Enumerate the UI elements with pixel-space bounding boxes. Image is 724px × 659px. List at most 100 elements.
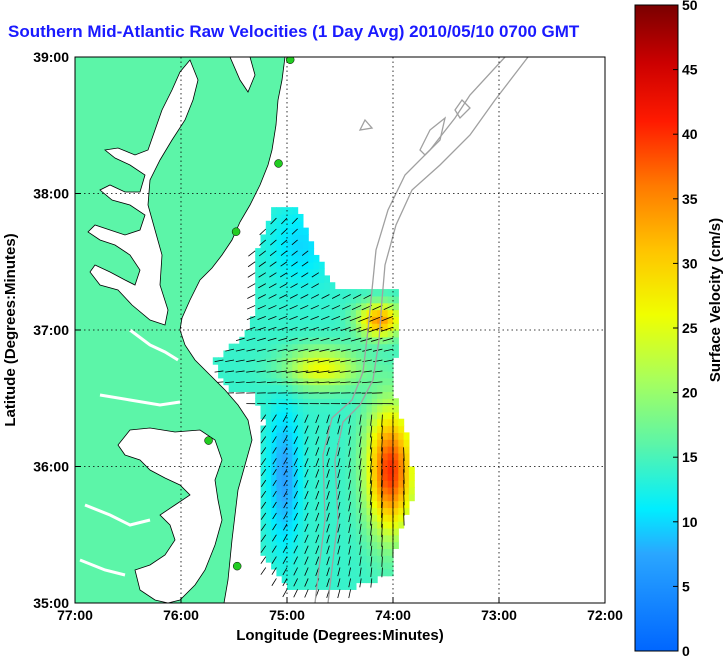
velocity-cell	[340, 486, 346, 495]
velocity-cell	[382, 480, 389, 488]
velocity-cell	[324, 384, 330, 393]
plot-area	[75, 57, 605, 603]
velocity-cell	[345, 418, 352, 427]
velocity-vector	[337, 414, 341, 424]
velocity-cell	[371, 507, 378, 515]
velocity-vector	[269, 272, 277, 278]
velocity-cell	[334, 370, 341, 379]
velocity-vector	[282, 414, 288, 422]
velocity-cell	[260, 268, 267, 276]
velocity-vector	[351, 359, 362, 363]
velocity-cell	[382, 357, 389, 365]
velocity-cell	[249, 336, 256, 345]
velocity-cell	[313, 405, 320, 413]
velocity-vector	[372, 305, 383, 311]
velocity-cell	[345, 480, 352, 488]
velocity-cell	[324, 275, 330, 283]
velocity-cell	[355, 514, 362, 522]
velocity-cell	[271, 254, 277, 263]
velocity-cell	[255, 377, 262, 386]
velocity-cell	[366, 548, 373, 556]
velocity-cell	[387, 486, 394, 495]
velocity-cell	[297, 534, 304, 543]
velocity-vector	[304, 589, 309, 598]
velocity-cell	[371, 370, 378, 379]
velocity-cell	[260, 261, 267, 270]
velocity-cell	[366, 575, 373, 584]
velocity-cell	[297, 473, 304, 481]
velocity-vector	[315, 436, 320, 445]
velocity-cell	[281, 295, 288, 304]
velocity-cell	[324, 350, 330, 358]
velocity-cell	[302, 398, 309, 406]
velocity-cell	[302, 384, 309, 393]
velocity-vector	[359, 458, 362, 470]
velocity-vector	[326, 545, 330, 555]
velocity-cell	[387, 439, 394, 447]
velocity-vector	[304, 545, 309, 554]
velocity-cell	[255, 384, 262, 393]
velocity-vector	[293, 512, 298, 521]
velocity-cell	[287, 452, 293, 461]
velocity-cell	[287, 323, 293, 331]
velocity-vector	[370, 337, 383, 342]
velocity-cell	[350, 330, 357, 338]
velocity-vector	[349, 315, 362, 322]
velocity-cell	[287, 411, 293, 420]
velocity-cell	[355, 364, 362, 372]
velocity-cell	[292, 241, 299, 249]
velocity-cell	[340, 398, 346, 406]
velocity-cell	[371, 384, 378, 393]
velocity-cell	[271, 405, 277, 413]
velocity-cell	[302, 527, 309, 536]
velocity-cell	[302, 486, 309, 495]
velocity-cell	[366, 439, 373, 447]
velocity-cell	[387, 480, 394, 488]
velocity-cell	[350, 398, 357, 406]
velocity-cell	[355, 486, 362, 495]
velocity-vector	[348, 589, 351, 599]
x-tick-label: 73:00	[481, 607, 517, 623]
velocity-cell	[308, 446, 315, 454]
velocity-cell	[345, 527, 352, 536]
velocity-cell	[350, 507, 357, 515]
velocity-vector	[271, 534, 277, 542]
velocity-cell	[371, 316, 378, 324]
velocity-vector	[268, 305, 277, 310]
velocity-cell	[308, 241, 315, 249]
velocity-cell	[265, 398, 272, 406]
velocity-cell	[371, 411, 378, 420]
velocity-cell	[329, 500, 336, 509]
velocity-cell	[255, 268, 262, 276]
velocity-vector	[403, 469, 405, 484]
velocity-cell	[345, 486, 352, 495]
velocity-vector	[370, 534, 373, 546]
velocity-vector	[272, 436, 277, 444]
velocity-cell	[297, 302, 304, 311]
velocity-vector	[403, 501, 405, 516]
velocity-cell	[324, 282, 330, 290]
velocity-cell	[302, 295, 309, 304]
velocity-vector	[326, 556, 330, 566]
velocity-vector	[315, 447, 320, 456]
velocity-cell	[318, 418, 325, 427]
velocity-cell	[276, 527, 283, 536]
velocity-cell	[308, 452, 315, 461]
velocity-cell	[398, 486, 405, 495]
velocity-cell	[271, 357, 277, 365]
velocity-cell	[355, 323, 362, 331]
velocity-cell	[297, 213, 304, 222]
velocity-cell	[329, 466, 336, 474]
velocity-cell	[377, 473, 383, 481]
velocity-cell	[403, 466, 410, 474]
velocity-cell	[334, 439, 341, 447]
velocity-cell	[287, 350, 293, 358]
y-tick-label: 35:00	[33, 595, 69, 611]
velocity-cell	[340, 391, 346, 399]
velocity-cell	[387, 473, 394, 481]
velocity-cell	[366, 350, 373, 358]
chart-title: Southern Mid-Atlantic Raw Velocities (1 …	[8, 22, 580, 41]
velocity-cell	[366, 357, 373, 365]
velocity-vector	[272, 490, 277, 498]
